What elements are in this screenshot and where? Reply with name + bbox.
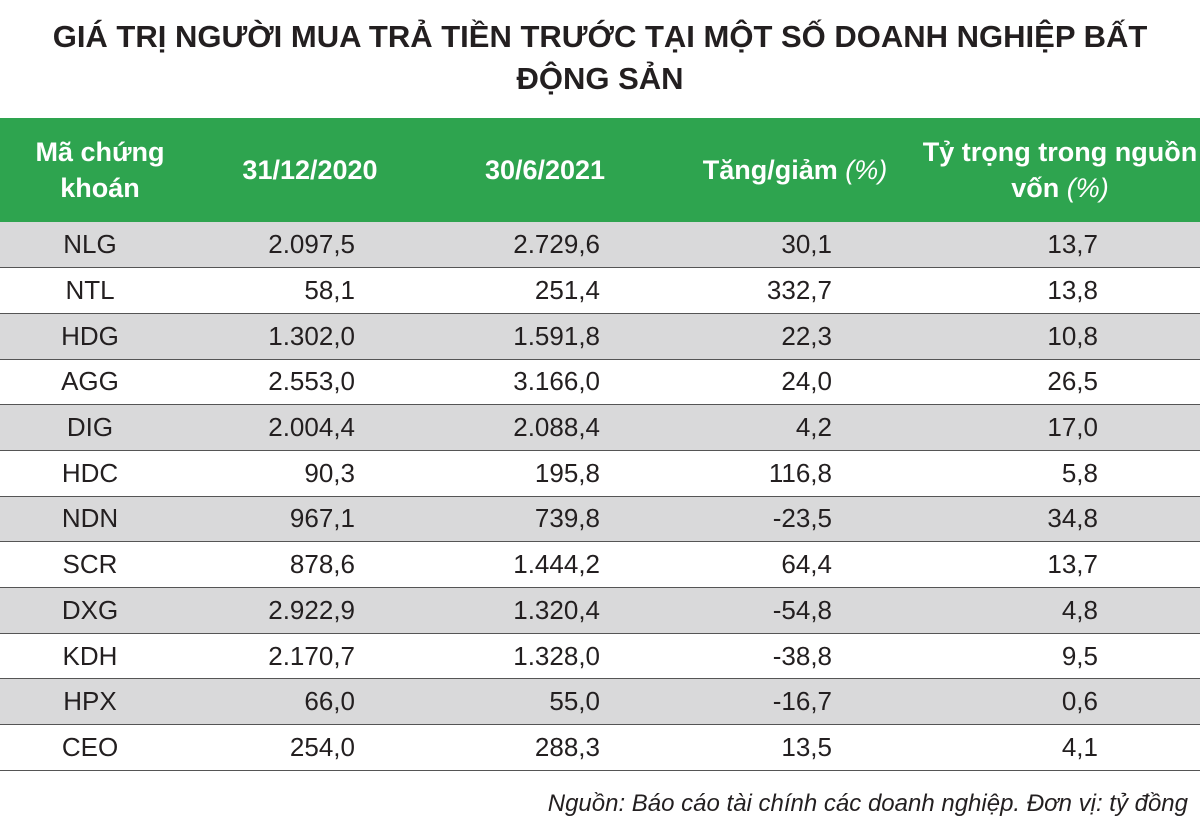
ticker-cell: KDH	[62, 640, 118, 671]
value-cell: 22,3	[781, 320, 832, 351]
table-row: NLG 2.097,5 2.729,6 30,1 13,7	[0, 222, 1200, 268]
value-cell: 13,5	[781, 731, 832, 762]
value-cell: 332,7	[766, 275, 832, 306]
value-cell: 30,1	[781, 229, 832, 260]
value-cell: 1.320,4	[513, 594, 600, 625]
value-cell: 2.097,5	[268, 229, 355, 260]
column-header: Tăng/giảm (%)	[670, 118, 920, 222]
ticker-cell: NTL	[65, 275, 115, 306]
value-cell: -54,8	[772, 594, 832, 625]
ticker-cell: NLG	[63, 229, 117, 260]
value-cell: 5,8	[1061, 457, 1098, 488]
table-row: NTL 58,1 251,4 332,7 13,8	[0, 268, 1200, 314]
header-text: 30/6/2021	[484, 155, 606, 185]
header-row: Mã chứng khoán 31/12/2020 30/6/2021 Tăng/gi…	[0, 118, 1200, 222]
value-cell: 17,0	[1047, 412, 1098, 443]
table-row: CEO 254,0 288,3 13,5 4,1	[0, 725, 1200, 771]
ticker-cell: NDN	[61, 503, 119, 534]
value-cell: 2.729,6	[513, 229, 600, 260]
value-cell: 4,1	[1061, 731, 1098, 762]
value-cell: 2.170,7	[268, 640, 355, 671]
header-unit: (%)	[1066, 173, 1109, 203]
table-row: KDH 2.170,7 1.328,0 -38,8 9,5	[0, 633, 1200, 679]
value-cell: 2.004,4	[268, 412, 355, 443]
value-cell: -16,7	[772, 686, 832, 717]
table-row: NDN 967,1 739,8 -23,5 34,8	[0, 496, 1200, 542]
column-header: 31/12/2020	[200, 118, 420, 222]
value-cell: 13,7	[1047, 229, 1098, 260]
value-cell: 0,6	[1061, 686, 1098, 717]
value-cell: -38,8	[772, 640, 832, 671]
value-cell: 1.444,2	[513, 549, 600, 580]
ticker-cell: AGG	[61, 366, 119, 397]
column-header: Mã chứng khoán	[0, 118, 200, 222]
value-cell: 13,8	[1047, 275, 1098, 306]
table-header: Mã chứng khoán 31/12/2020 30/6/2021 Tăng/gi…	[0, 118, 1200, 222]
table-row: DXG 2.922,9 1.320,4 -54,8 4,8	[0, 587, 1200, 634]
value-cell: 9,5	[1061, 640, 1098, 671]
table-body: NLG 2.097,5 2.729,6 30,1 13,7 NTL 58,1 251,4 332…	[0, 222, 1200, 771]
table-row: HDG 1.302,0 1.591,8 22,3 10,8	[0, 313, 1200, 360]
table-row: HPX 66,0 55,0 -16,7 0,6	[0, 678, 1200, 725]
value-cell: 66,0	[304, 686, 355, 717]
table-row: HDC 90,3 195,8 116,8 5,8	[0, 450, 1200, 497]
ticker-cell: CEO	[61, 731, 119, 762]
value-cell: 878,6	[289, 549, 355, 580]
title: GIÁ TRỊ NGƯỜI MUA TRẢ TIỀN TRƯỚC TẠI MỘT…	[52, 19, 1148, 96]
value-cell: 1.591,8	[513, 320, 600, 351]
value-cell: 58,1	[304, 275, 355, 306]
value-cell: 3.166,0	[513, 366, 600, 397]
ticker-cell: SCR	[62, 549, 118, 580]
table-row: DIG 2.004,4 2.088,4 4,2 17,0	[0, 404, 1200, 451]
value-cell: 195,8	[534, 457, 600, 488]
value-cell: 24,0	[781, 366, 832, 397]
value-cell: 739,8	[534, 503, 600, 534]
column-header: Tỷ trọng trong nguồn vốn (%)	[920, 118, 1200, 222]
column-header: 30/6/2021	[420, 118, 670, 222]
value-cell: 1.302,0	[268, 320, 355, 351]
value-cell: 254,0	[289, 731, 355, 762]
header-text: Mã chứng khoán	[35, 137, 165, 203]
value-cell: 1.328,0	[513, 640, 600, 671]
value-cell: 116,8	[768, 457, 832, 488]
header-unit: (%)	[845, 155, 888, 185]
value-cell: 251,4	[534, 275, 600, 306]
value-cell: 26,5	[1047, 366, 1098, 397]
ticker-cell: DIG	[66, 412, 114, 443]
header-text: Tăng/giảm	[702, 155, 838, 185]
value-cell: 34,8	[1047, 503, 1098, 534]
value-cell: 13,7	[1047, 549, 1098, 580]
value-cell: 4,2	[795, 412, 832, 443]
table-row: SCR 878,6 1.444,2 64,4 13,7	[0, 542, 1200, 588]
value-cell: 2.922,9	[268, 594, 355, 625]
header-text: Tỷ trọng trong nguồn vốn	[922, 137, 1198, 203]
table-row: AGG 2.553,0 3.166,0 24,0 26,5	[0, 359, 1200, 405]
header-text: 31/12/2020	[242, 155, 378, 185]
value-cell: 2.088,4	[513, 412, 600, 443]
value-cell: 10,8	[1047, 320, 1098, 351]
value-cell: 90,3	[304, 457, 355, 488]
data-table: Mã chứng khoán 31/12/2020 30/6/2021 Tăng/gi…	[0, 118, 1200, 771]
ticker-cell: HDC	[61, 457, 119, 488]
value-cell: 4,8	[1061, 594, 1098, 625]
value-cell: 967,1	[289, 503, 355, 534]
ticker-cell: HPX	[63, 686, 117, 717]
ticker-cell: HDG	[61, 320, 119, 351]
value-cell: 55,0	[549, 686, 600, 717]
value-cell: 64,4	[781, 549, 832, 580]
ticker-cell: DXG	[61, 594, 119, 625]
value-cell: -23,5	[772, 503, 832, 534]
source-note: Nguồn: Báo cáo tài chính các doanh nghiệ…	[547, 790, 1188, 817]
value-cell: 288,3	[534, 731, 600, 762]
value-cell: 2.553,0	[268, 366, 355, 397]
